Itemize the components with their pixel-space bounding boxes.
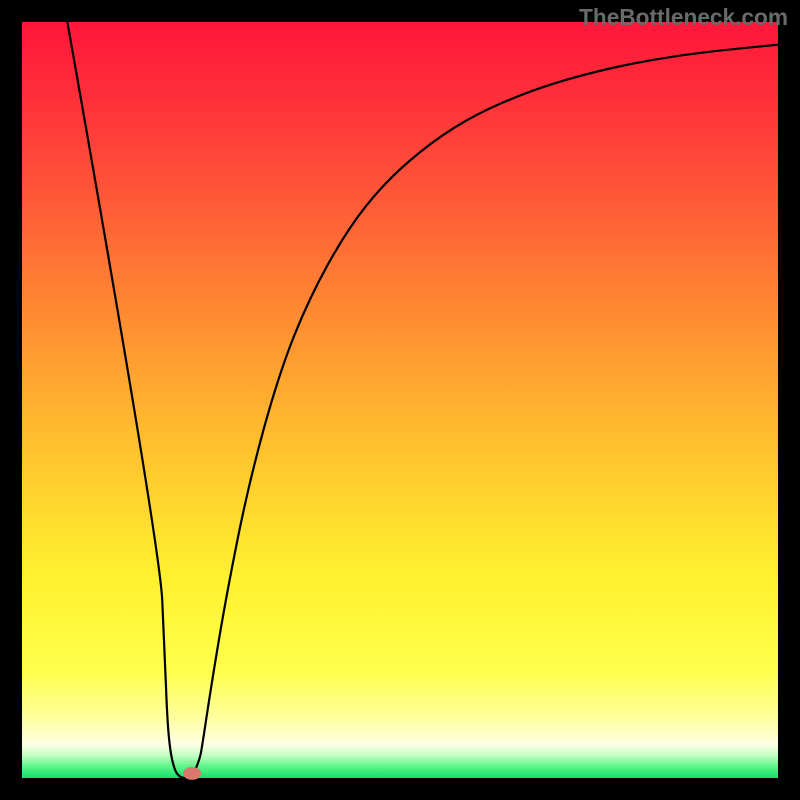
chart-container: TheBottleneck.com	[0, 0, 800, 800]
bottleneck-chart	[0, 0, 800, 800]
chart-background-gradient	[22, 22, 778, 778]
minimum-marker	[183, 767, 201, 780]
